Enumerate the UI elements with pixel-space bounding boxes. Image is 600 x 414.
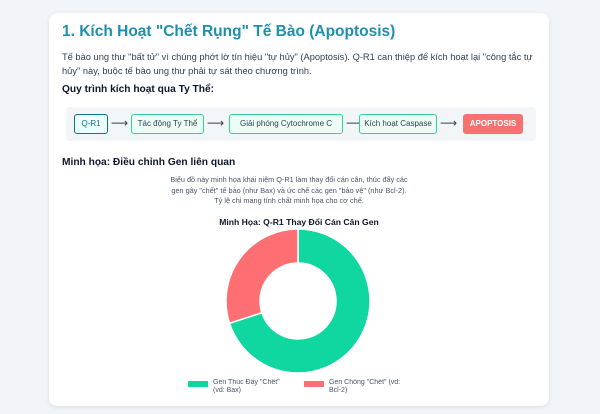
slice-anti-death-genes[interactable]: [225, 228, 299, 325]
legend-swatch: [188, 381, 208, 387]
chart-description: Biểu đồ này minh họa khái niệm Q-R1 làm …: [170, 175, 408, 205]
step-caspase: Kích hoạt Caspase: [359, 114, 437, 134]
arrow-icon: ⟶: [207, 116, 225, 130]
legend-swatch: [304, 381, 324, 387]
apoptosis-card: 1. Kích Hoạt "Chết Rụng" Tế Bào (Apoptos…: [49, 13, 549, 406]
gene-balance-donut-chart: [225, 228, 371, 374]
arrow-icon: ⟶: [111, 116, 129, 130]
illustration-heading: Minh họa: Điều chỉnh Gen liên quan: [62, 157, 236, 168]
slice-pro-death-genes[interactable]: [228, 228, 371, 374]
arrow-icon: ⟶: [440, 116, 458, 130]
legend-label: Gen Thúc Đẩy "Chết" (vd: Bax): [213, 379, 280, 394]
arrow-icon: ⟶: [346, 116, 364, 130]
step-apoptosis: APOPTOSIS: [463, 114, 523, 134]
chart-title: Minh Họa: Q-R1 Thay Đổi Cán Cân Gen: [219, 217, 379, 227]
section-title: 1. Kích Hoạt "Chết Rụng" Tế Bào (Apoptos…: [62, 23, 396, 40]
legend-label: Gen Chống "Chết" (vd: Bcl-2): [329, 379, 401, 394]
pathway-heading: Quy trình kích hoạt qua Ty Thể:: [62, 84, 215, 95]
step-q-r1: Q-R1: [74, 114, 108, 134]
intro-text: Tế bào ung thư "bất tử" vì chúng phớt lờ…: [62, 52, 533, 76]
pathway-flow: Q-R1 ⟶ Tác động Ty Thể ⟶ Giải phóng Cyto…: [66, 107, 536, 141]
step-cytochrome-c: Giải phóng Cytochrome C: [229, 114, 343, 134]
step-mitochondria: Tác động Ty Thể: [131, 114, 204, 134]
